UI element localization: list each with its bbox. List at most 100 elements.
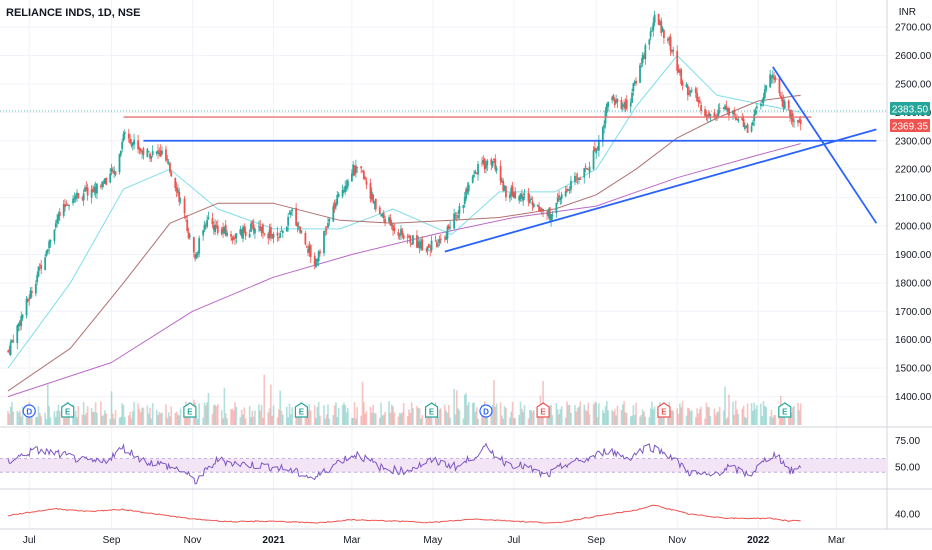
candle-body	[9, 342, 12, 355]
candle-body	[663, 29, 665, 38]
candles[interactable]	[7, 10, 802, 357]
candle-body	[510, 187, 513, 196]
volume-bar	[149, 408, 151, 425]
event-label: E	[782, 408, 788, 417]
volume-bar	[457, 408, 459, 425]
volume-bar	[324, 418, 327, 425]
volume-bar	[54, 416, 57, 425]
candle-body	[262, 224, 264, 234]
volume-bar	[68, 414, 70, 425]
candle-body	[84, 187, 86, 192]
volume-bar	[714, 415, 717, 425]
candle-body	[520, 194, 523, 199]
candle-body	[629, 102, 632, 107]
candle-body	[769, 74, 772, 88]
candle-body	[195, 254, 198, 258]
candle-body	[789, 110, 791, 117]
symbol-title[interactable]: RELIANCE INDS, 1D, NSE	[6, 7, 140, 19]
candle-body	[96, 183, 98, 194]
candle-body	[398, 235, 401, 237]
candle-body	[58, 212, 61, 217]
volume-bar	[625, 413, 628, 425]
x-tick-label: May	[423, 535, 442, 546]
volume-bar	[212, 405, 215, 425]
volume-bar	[82, 401, 85, 425]
candle-body	[722, 107, 725, 110]
volume-bar	[598, 403, 600, 425]
event-label: D	[26, 408, 32, 417]
volume-bar	[58, 411, 61, 425]
volume-bar	[146, 405, 149, 425]
candle-body	[528, 200, 531, 204]
volume-bar	[677, 413, 680, 425]
volume-bar	[370, 412, 373, 425]
volume-bar	[510, 411, 513, 425]
volume-bar	[799, 403, 802, 425]
volume-bar	[94, 402, 97, 425]
candle-body	[101, 181, 104, 187]
candle-body	[490, 159, 493, 165]
volume-bar	[522, 411, 524, 425]
event-label: E	[429, 408, 435, 417]
volume-bar	[224, 413, 227, 425]
volume-bar	[753, 402, 756, 425]
volume-bar	[57, 404, 60, 425]
candle-body	[568, 190, 571, 191]
candle-body	[446, 226, 449, 239]
volume-bar	[355, 418, 357, 425]
candle-body	[797, 119, 799, 123]
candle-body	[392, 225, 394, 231]
candle-body	[28, 299, 31, 301]
volume-bar	[501, 415, 503, 425]
volume-bar	[791, 407, 794, 425]
volume-bar	[44, 412, 46, 425]
candle-body	[56, 219, 58, 224]
volume-bar	[490, 407, 493, 425]
candle-body	[592, 150, 595, 170]
event-label: D	[483, 408, 489, 417]
candle-body	[142, 148, 145, 156]
x-tick-label: Nov	[184, 535, 202, 546]
y-tick-label: 1500.00	[895, 364, 932, 375]
candle-body	[527, 193, 530, 202]
candle-body	[514, 191, 517, 199]
volume-bar	[157, 414, 159, 425]
candle-body	[717, 109, 720, 118]
candle-body	[151, 151, 154, 156]
candle-body	[345, 185, 348, 189]
candle-body	[203, 224, 206, 230]
candle-body	[149, 153, 151, 159]
volume-bar	[613, 409, 616, 425]
price-tag-label: 2383.50	[892, 105, 929, 116]
volume-bar	[343, 402, 345, 425]
rsi-pane[interactable]	[0, 442, 887, 485]
volume-bar	[380, 402, 382, 425]
candle-body	[354, 165, 357, 174]
candle-body	[603, 124, 606, 128]
candle-body	[129, 138, 132, 144]
candle-body	[308, 245, 311, 253]
candle-body	[202, 230, 205, 236]
volume-bar	[734, 400, 737, 425]
candle-body	[653, 14, 656, 23]
candle-body	[652, 22, 655, 31]
x-tick-label: 2021	[262, 535, 285, 546]
trendlines[interactable]	[123, 66, 878, 253]
volume-bar	[648, 417, 651, 425]
candle-body	[369, 182, 372, 199]
volume-bar	[272, 405, 275, 425]
volume-bar	[20, 416, 23, 425]
candle-body	[644, 45, 647, 60]
volume-bar	[612, 411, 615, 425]
price-tags: 2383.50 2369.35	[890, 102, 930, 133]
candle-body	[336, 195, 339, 205]
indicator2-pane[interactable]	[7, 504, 801, 524]
earnings-icon	[294, 402, 309, 418]
currency-label[interactable]: INR	[899, 7, 916, 18]
earnings-icon	[778, 402, 792, 418]
volume-bar	[521, 408, 523, 425]
volume-bar	[222, 418, 224, 425]
y-tick-label: 1900.00	[895, 250, 932, 261]
volume-bar	[595, 402, 598, 425]
